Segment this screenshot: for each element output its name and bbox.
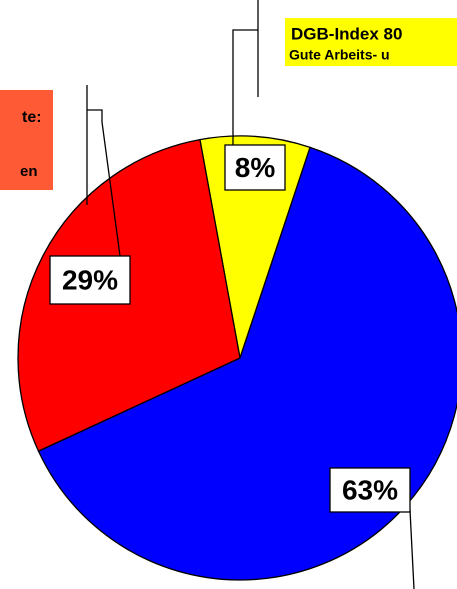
legend-box (285, 18, 457, 66)
annotation: Gute Arbeits- u (289, 47, 390, 63)
slice (199, 135, 311, 359)
annotation: te: (22, 109, 42, 126)
data-labels: 8% 63% 29% (49, 144, 411, 513)
data-label: 29% (62, 264, 118, 295)
leader-line (232, 29, 258, 146)
data-label: 8% (235, 152, 276, 183)
annotation: en (20, 163, 38, 180)
label-box (329, 467, 411, 513)
leader-line (87, 109, 121, 257)
data-label: 63% (342, 474, 398, 505)
leader-line (409, 509, 415, 589)
pie (17, 135, 457, 581)
legend-box (0, 90, 53, 190)
label-box (49, 255, 131, 305)
annotation: DGB-Index 80 (291, 24, 402, 43)
leader-lines (86, 0, 415, 589)
label-box (224, 144, 286, 191)
